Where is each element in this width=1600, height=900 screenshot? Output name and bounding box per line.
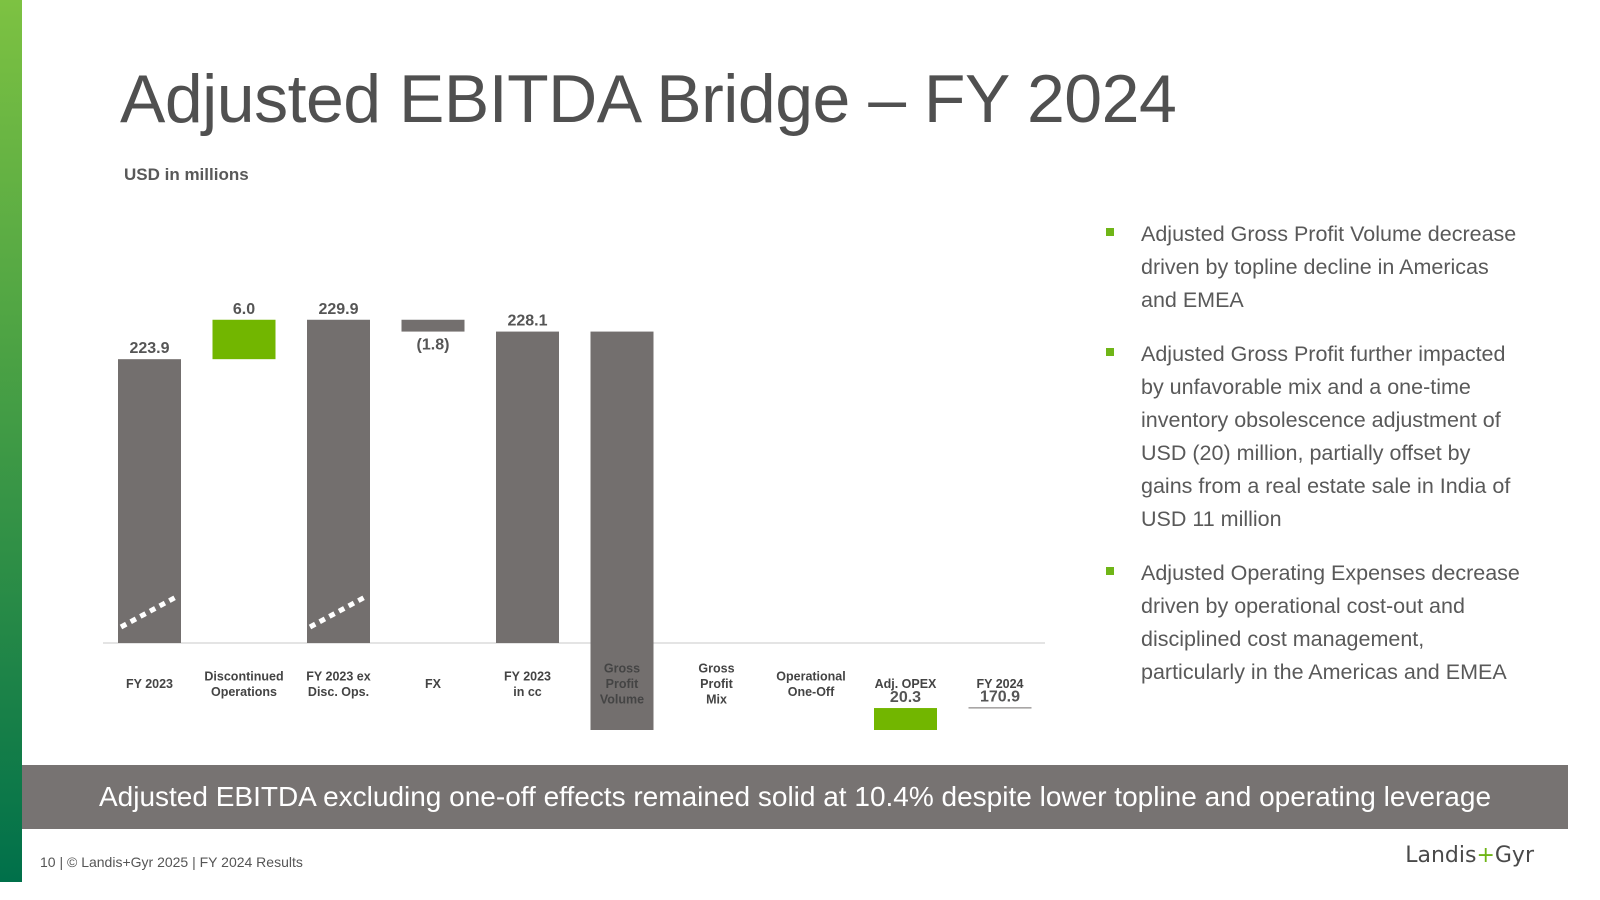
waterfall-bar bbox=[118, 359, 181, 643]
category-label: Adj. OPEX bbox=[875, 677, 937, 691]
data-label: 20.3 bbox=[890, 689, 921, 706]
key-message-banner: Adjusted EBITDA excluding one-off effect… bbox=[22, 765, 1568, 829]
category-label: Profit bbox=[606, 677, 639, 691]
ebitda-bridge-chart: 223.9 FY 2023 6.0 Discontinued Operations 229… bbox=[103, 301, 1045, 730]
category-label: in cc bbox=[513, 685, 542, 699]
category-label: Mix bbox=[706, 693, 727, 707]
bullet-item: Adjusted Gross Profit Volume decrease dr… bbox=[1105, 218, 1525, 317]
commentary-list: Adjusted Gross Profit Volume decrease dr… bbox=[1105, 218, 1525, 710]
category-label: Operations bbox=[211, 685, 277, 699]
logo-plus: + bbox=[1476, 843, 1495, 868]
category-label: FY 2023 bbox=[126, 677, 173, 691]
square-bullet-icon bbox=[1106, 228, 1114, 236]
waterfall-bar bbox=[874, 708, 937, 730]
category-label: Volume bbox=[600, 693, 644, 707]
footer-text: 10 | © Landis+Gyr 2025 | FY 2024 Results bbox=[40, 854, 303, 870]
logo-text-right: Gyr bbox=[1494, 843, 1534, 868]
bullet-text: Adjusted Gross Profit further impacted b… bbox=[1141, 342, 1511, 531]
category-label: FY 2023 bbox=[504, 669, 551, 683]
square-bullet-icon bbox=[1106, 567, 1114, 575]
category-label: One-Off bbox=[788, 685, 835, 699]
category-label: Discontinued bbox=[204, 669, 283, 683]
data-label: 229.9 bbox=[318, 301, 358, 318]
data-label: 228.1 bbox=[507, 313, 547, 330]
axis-break-marker bbox=[970, 593, 1030, 630]
unit-label: USD in millions bbox=[124, 165, 249, 184]
square-bullet-icon bbox=[1106, 348, 1114, 356]
category-label: FY 2023 ex bbox=[306, 669, 370, 683]
category-label: Profit bbox=[700, 677, 733, 691]
waterfall-bar bbox=[968, 707, 1032, 709]
waterfall-bar bbox=[590, 331, 654, 730]
data-label: 6.0 bbox=[233, 301, 255, 318]
category-label: Gross bbox=[698, 662, 734, 676]
data-label: 223.9 bbox=[129, 340, 169, 357]
category-label: Disc. Ops. bbox=[308, 685, 369, 699]
bullet-text: Adjusted Gross Profit Volume decrease dr… bbox=[1141, 222, 1517, 312]
waterfall-bar bbox=[401, 319, 465, 332]
waterfall-bar bbox=[307, 319, 370, 643]
category-label: Gross bbox=[604, 662, 640, 676]
accent-bar bbox=[0, 0, 22, 882]
bullet-text: Adjusted Operating Expenses decrease dri… bbox=[1141, 561, 1520, 684]
data-label: (1.8) bbox=[417, 337, 450, 354]
category-label: Operational bbox=[776, 669, 845, 683]
data-label: 170.9 bbox=[980, 688, 1020, 705]
logo-text-left: Landis bbox=[1405, 843, 1477, 868]
category-label: FY 2024 bbox=[976, 677, 1023, 691]
bullet-item: Adjusted Operating Expenses decrease dri… bbox=[1105, 557, 1525, 689]
landis-gyr-logo: Landis+Gyr bbox=[1405, 843, 1534, 868]
waterfall-bar bbox=[496, 331, 559, 643]
bullet-item: Adjusted Gross Profit further impacted b… bbox=[1105, 338, 1525, 536]
waterfall-bar bbox=[212, 319, 276, 360]
category-label: FX bbox=[425, 677, 442, 691]
page-title: Adjusted EBITDA Bridge – FY 2024 bbox=[120, 61, 1177, 137]
